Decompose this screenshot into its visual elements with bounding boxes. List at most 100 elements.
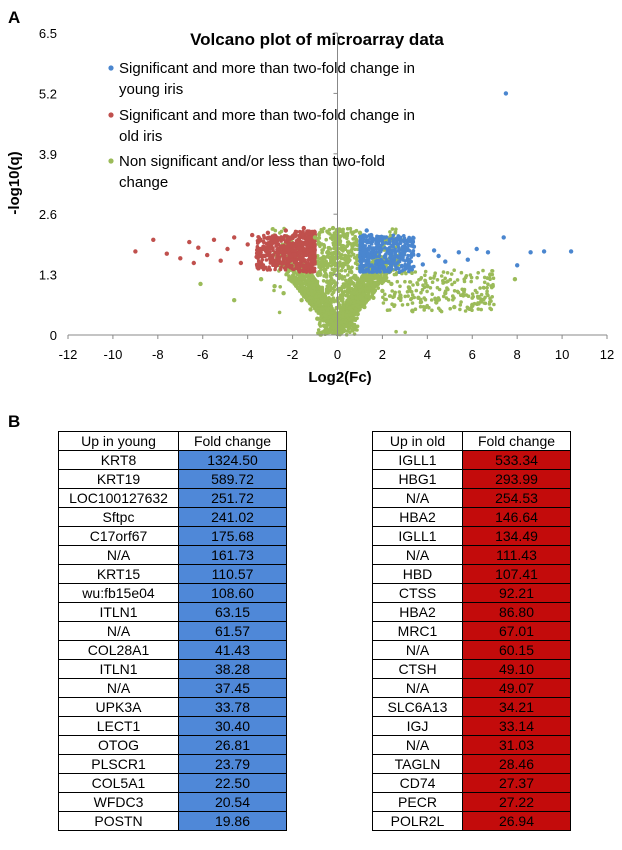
- scatter-point-dense: [320, 259, 325, 264]
- scatter-point: [378, 237, 383, 242]
- scatter-point: [290, 279, 295, 284]
- fold-change-cell: 26.81: [178, 735, 287, 755]
- scatter-point-dense: [432, 276, 436, 280]
- scatter-point: [283, 228, 288, 233]
- scatter-point-dense: [405, 302, 410, 307]
- scatter-point-dense: [333, 246, 337, 250]
- scatter-point: [362, 304, 367, 310]
- scatter-point-dense: [332, 280, 336, 285]
- scatter-point: [470, 302, 475, 307]
- scatter-point-dense: [452, 268, 457, 273]
- scatter-point-dense: [326, 246, 331, 250]
- scatter-point-dense: [481, 285, 486, 290]
- fold-change-cell: 23.79: [178, 754, 287, 774]
- gene-name-cell: POLR2L: [372, 811, 463, 831]
- scatter-point-dense: [310, 258, 315, 263]
- scatter-point-dense: [325, 229, 329, 234]
- scatter-point-dense: [266, 241, 271, 245]
- fold-change-cell: 110.57: [178, 564, 287, 584]
- scatter-point-dense: [368, 279, 373, 284]
- scatter-point: [420, 262, 425, 267]
- scatter-point-dense: [475, 294, 480, 299]
- fold-change-cell: 293.99: [462, 469, 571, 489]
- scatter-point-dense: [298, 280, 302, 285]
- scatter-point-dense: [386, 279, 391, 284]
- scatter-point-dense: [388, 294, 393, 298]
- scatter-point-dense: [350, 280, 355, 285]
- scatter-point-dense: [323, 302, 328, 307]
- scatter-point-dense: [332, 231, 337, 235]
- table-row: SLC6A13 34.21: [372, 697, 571, 717]
- old-gene-header: Up in old: [372, 431, 463, 451]
- scatter-point-dense: [411, 239, 416, 243]
- scatter-point-dense: [260, 254, 265, 259]
- scatter-point-dense: [430, 292, 435, 297]
- scatter-point-dense: [361, 297, 365, 302]
- scatter-point-dense: [262, 240, 266, 245]
- scatter-point: [503, 91, 509, 96]
- scatter-point-dense: [302, 285, 307, 290]
- scatter-point-dense: [347, 270, 352, 274]
- scatter-point-dense: [271, 253, 276, 257]
- table-row: COL28A1 41.43: [58, 640, 287, 660]
- scatter-point-dense: [355, 258, 359, 262]
- scatter-point-dense: [420, 287, 425, 292]
- scatter-point-dense: [355, 255, 359, 259]
- scatter-point-dense: [377, 280, 382, 285]
- scatter-point-dense: [346, 294, 350, 299]
- scatter-point: [315, 316, 320, 321]
- scatter-point-dense: [451, 298, 455, 302]
- gene-name-cell: KRT19: [58, 469, 179, 489]
- scatter-point-dense: [428, 286, 433, 290]
- scatter-point-dense: [452, 289, 457, 293]
- scatter-point-dense: [358, 288, 363, 293]
- legend-marker: [108, 158, 114, 164]
- scatter-point-dense: [486, 293, 490, 298]
- scatter-point-dense: [463, 309, 468, 313]
- scatter-point-dense: [379, 247, 384, 252]
- scatter-point-dense: [481, 268, 485, 273]
- scatter-point-dense: [391, 233, 396, 238]
- fold-change-cell: 27.22: [462, 792, 571, 812]
- scatter-point-dense: [424, 305, 428, 310]
- scatter-point-dense: [362, 269, 366, 274]
- scatter-point-dense: [394, 267, 398, 272]
- x-tick-label: 10: [555, 347, 569, 362]
- scatter-point: [308, 307, 313, 312]
- scatter-point-dense: [296, 285, 301, 290]
- scatter-point-dense: [391, 295, 395, 300]
- scatter-point-dense: [358, 255, 362, 260]
- scatter-point-dense: [384, 277, 388, 281]
- scatter-point: [232, 235, 237, 240]
- fold-change-cell: 1324.50: [178, 450, 287, 470]
- table-row: HBD 107.41: [372, 564, 571, 584]
- scatter-point-dense: [441, 294, 446, 299]
- fold-change-cell: 175.68: [178, 526, 287, 546]
- scatter-point-dense: [314, 295, 318, 299]
- young-gene-table: Up in young Fold change KRT8 1324.50 KRT19…: [58, 431, 287, 831]
- fold-change-cell: 19.86: [178, 811, 287, 831]
- scatter-point-dense: [392, 256, 396, 261]
- gene-name-cell: ITLN1: [58, 602, 179, 622]
- scatter-point-dense: [265, 250, 269, 254]
- scatter-point-dense: [311, 268, 316, 273]
- scatter-point-dense: [305, 250, 310, 254]
- scatter-point-dense: [412, 295, 417, 300]
- scatter-point-dense: [325, 328, 330, 333]
- scatter-point-dense: [273, 228, 278, 233]
- scatter-point-dense: [362, 255, 366, 260]
- scatter-point-dense: [483, 295, 487, 300]
- scatter-point-dense: [469, 275, 474, 280]
- scatter-point-dense: [396, 256, 401, 260]
- scatter-point-dense: [309, 295, 314, 300]
- scatter-point-dense: [459, 300, 463, 304]
- scatter-point-dense: [446, 287, 450, 292]
- scatter-point-dense: [293, 249, 298, 253]
- scatter-point-dense: [430, 308, 434, 313]
- scatter-point-dense: [398, 284, 402, 289]
- scatter-point-dense: [306, 231, 311, 236]
- scatter-point-dense: [295, 258, 299, 262]
- scatter-point-dense: [259, 237, 263, 242]
- scatter-point-dense: [349, 254, 353, 258]
- scatter-point-dense: [448, 306, 453, 311]
